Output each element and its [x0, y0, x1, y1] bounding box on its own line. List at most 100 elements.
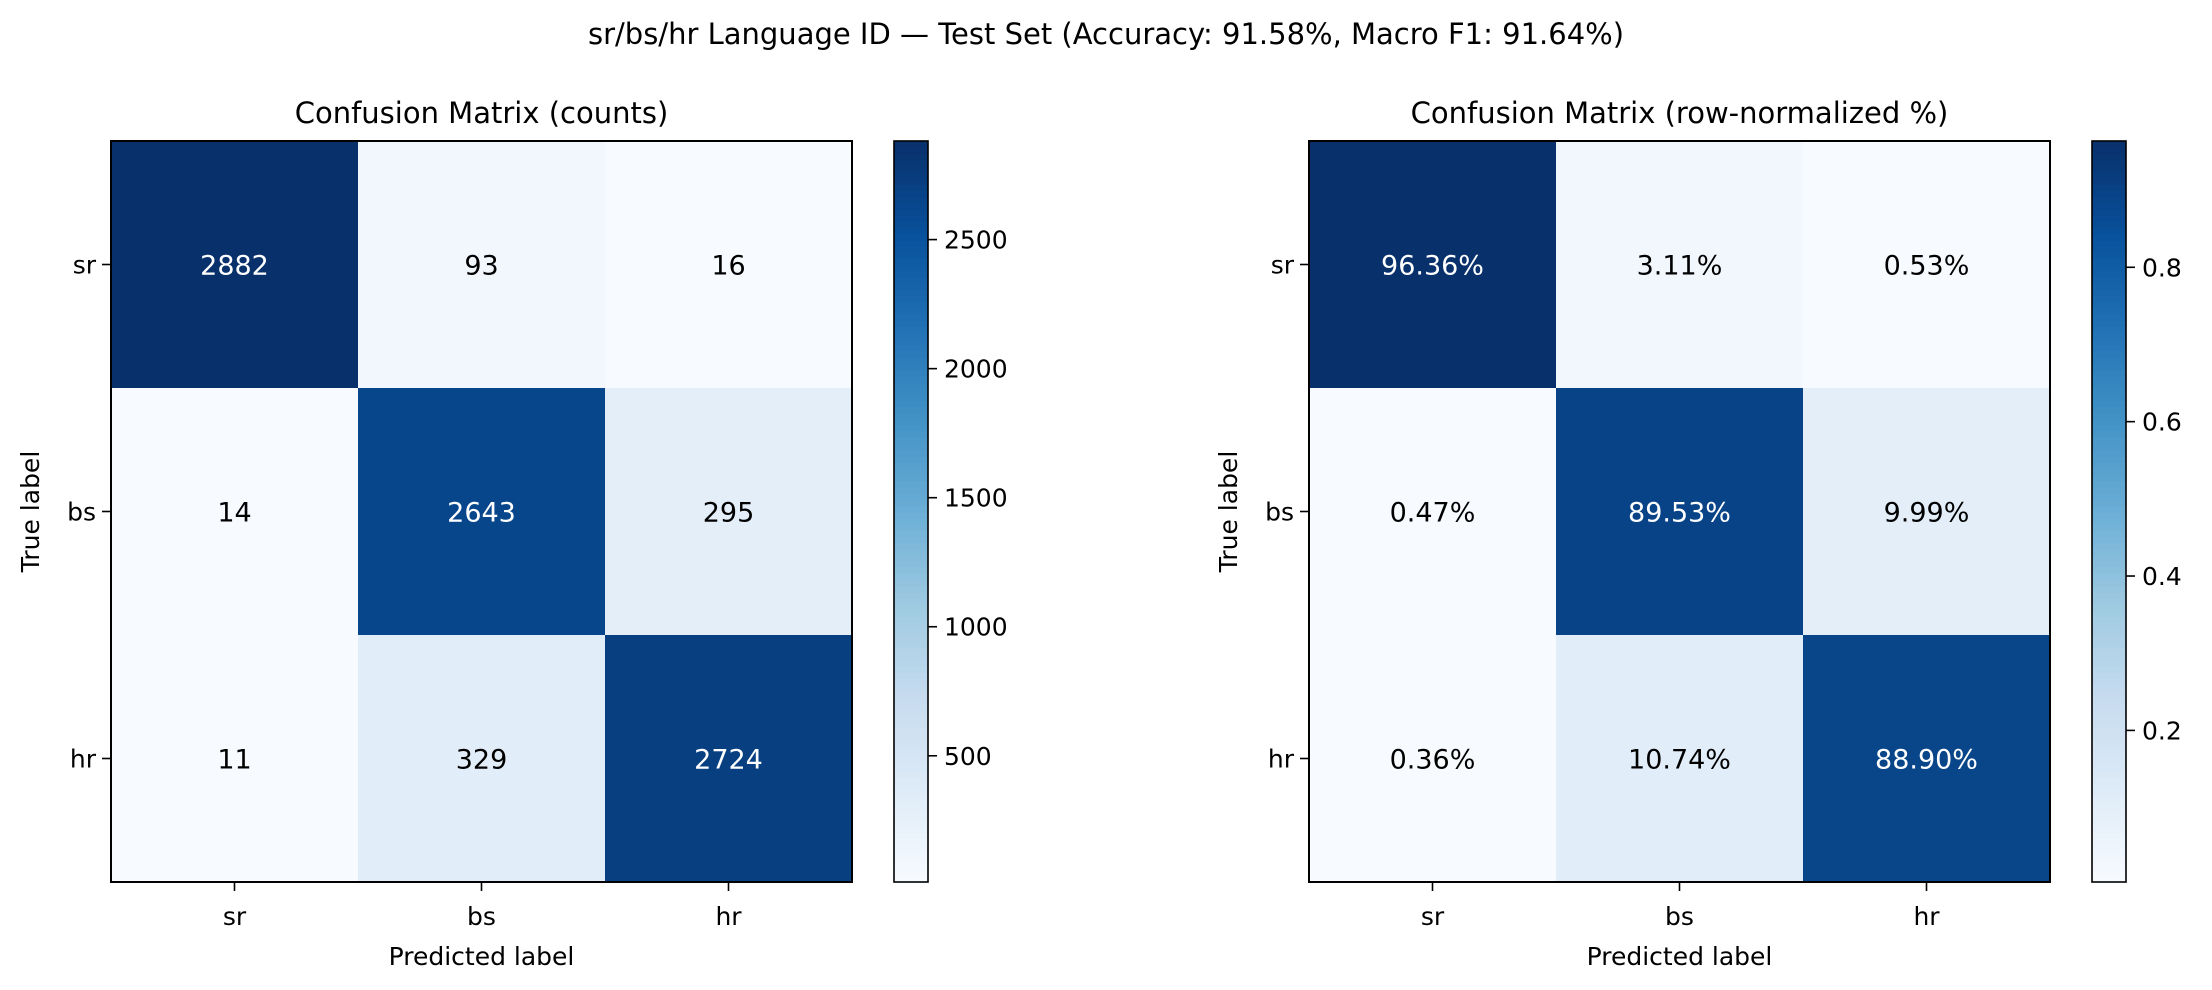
colorbar-segment [2092, 721, 2126, 729]
colorbar-segment [2092, 233, 2126, 241]
colorbar-segment [2092, 239, 2126, 247]
colorbar-segment [894, 499, 928, 506]
colorbar-segment [2092, 727, 2126, 735]
y-tick-label: bs [67, 498, 96, 527]
colorbar-segment [894, 647, 928, 655]
colorbar-segment [894, 443, 928, 451]
colorbar-segment [2092, 400, 2126, 408]
colorbar-tick-label: 0.2 [2142, 716, 2182, 745]
colorbar-segment [894, 684, 928, 692]
colorbar-segment [894, 770, 928, 778]
colorbar-segment [894, 221, 928, 229]
colorbar-segment [2092, 425, 2126, 432]
colorbar-segment [894, 406, 928, 414]
colorbar-segment [894, 196, 928, 204]
colorbar-segment [894, 579, 928, 587]
colorbar-segment [2092, 276, 2126, 284]
colorbar-segment [2092, 338, 2126, 346]
colorbar-segment [894, 313, 928, 321]
colorbar-segment [2092, 770, 2126, 778]
colorbar-segment [894, 678, 928, 685]
colorbar-segment [2092, 252, 2126, 259]
cell-value-label: 0.53% [1884, 251, 1970, 282]
colorbar-segment [2092, 844, 2126, 852]
cell-value-label: 10.74% [1628, 745, 1731, 776]
colorbar-segment [2092, 709, 2126, 716]
colorbar-segment [2092, 715, 2126, 723]
colorbar-frame [893, 140, 929, 883]
colorbar-segment [2092, 159, 2126, 167]
x-tick-label: hr [1913, 902, 1940, 931]
colorbar-segment [2092, 542, 2126, 550]
colorbar-segment [894, 307, 928, 315]
colorbar-segment [894, 628, 928, 636]
colorbar-segment [894, 696, 928, 704]
colorbar-segment [2092, 523, 2126, 531]
colorbar-segment [894, 350, 928, 358]
colorbar-tick-label: 2000 [944, 355, 1008, 384]
colorbar-segment [2092, 795, 2126, 803]
colorbar-segment [2092, 141, 2126, 148]
colorbar-segment [894, 159, 928, 167]
colorbar-segment [2092, 295, 2126, 303]
colorbar-segment [894, 412, 928, 420]
heatmap-cell [111, 388, 359, 636]
colorbar-segment [2092, 258, 2126, 266]
colorbar-segment [894, 147, 928, 154]
colorbar-tick-label: 500 [944, 742, 992, 771]
colorbar-segment [894, 702, 928, 710]
colorbar-segment [2092, 801, 2126, 809]
colorbar-segment [894, 474, 928, 482]
y-axis-label: True label [1214, 451, 1243, 574]
colorbar-segment [2092, 739, 2126, 747]
colorbar-segment [894, 289, 928, 296]
colorbar-segment [2092, 283, 2126, 290]
y-axis-label: True label [16, 451, 45, 574]
colorbar-segment [2092, 363, 2126, 371]
colorbar-segment [2092, 647, 2126, 655]
chart-panels: Confusion Matrix (counts) 2882 93 16 14 2643 2… [16, 96, 2182, 971]
colorbar-segment [2092, 789, 2126, 797]
colorbar-segment [2092, 665, 2126, 673]
colorbar-segment [894, 449, 928, 457]
colorbar-segment [894, 869, 928, 877]
colorbar-segment [2092, 690, 2126, 698]
heatmap-cell [1309, 388, 1557, 636]
colorbar-segment [2092, 196, 2126, 204]
colorbar-segment [894, 338, 928, 346]
colorbar-tick-label: 0.8 [2142, 253, 2182, 282]
colorbar-segment [2092, 486, 2126, 494]
colorbar-segment [2092, 221, 2126, 229]
colorbar-segment [2092, 678, 2126, 685]
heatmap-cell [358, 388, 606, 636]
colorbar-segment [2092, 462, 2126, 469]
colorbar-segment [894, 208, 928, 216]
heatmap-cell [1309, 635, 1557, 883]
colorbar-segment [894, 857, 928, 865]
colorbar-segment [894, 184, 928, 191]
colorbar-segment [2092, 684, 2126, 692]
colorbar-segment [2092, 153, 2126, 161]
colorbar-segment [2092, 147, 2126, 154]
colorbar-segment [2092, 536, 2126, 543]
heatmap-panel-1: Confusion Matrix (counts) 2882 93 16 14 2643 2… [16, 96, 1008, 971]
colorbar-segment [894, 554, 928, 562]
colorbar-segment [894, 511, 928, 519]
colorbar-segment [894, 233, 928, 241]
colorbar-segment [894, 690, 928, 698]
colorbar-segment [894, 394, 928, 401]
colorbar-segment [2092, 820, 2126, 828]
colorbar-segment [2092, 320, 2126, 327]
cell-value-label: 89.53% [1628, 498, 1731, 529]
colorbar-segment [894, 789, 928, 797]
colorbar-segment [2092, 375, 2126, 383]
heatmap-cell [1803, 141, 2051, 389]
colorbar-segment [894, 165, 928, 173]
colorbar-segment [2092, 814, 2126, 821]
colorbar-segment [894, 215, 928, 222]
colorbar-segment [894, 604, 928, 611]
colorbar-segment [894, 573, 928, 581]
colorbar-segment [2092, 215, 2126, 222]
colorbar-segment [2092, 443, 2126, 451]
colorbar-segment [2092, 857, 2126, 865]
